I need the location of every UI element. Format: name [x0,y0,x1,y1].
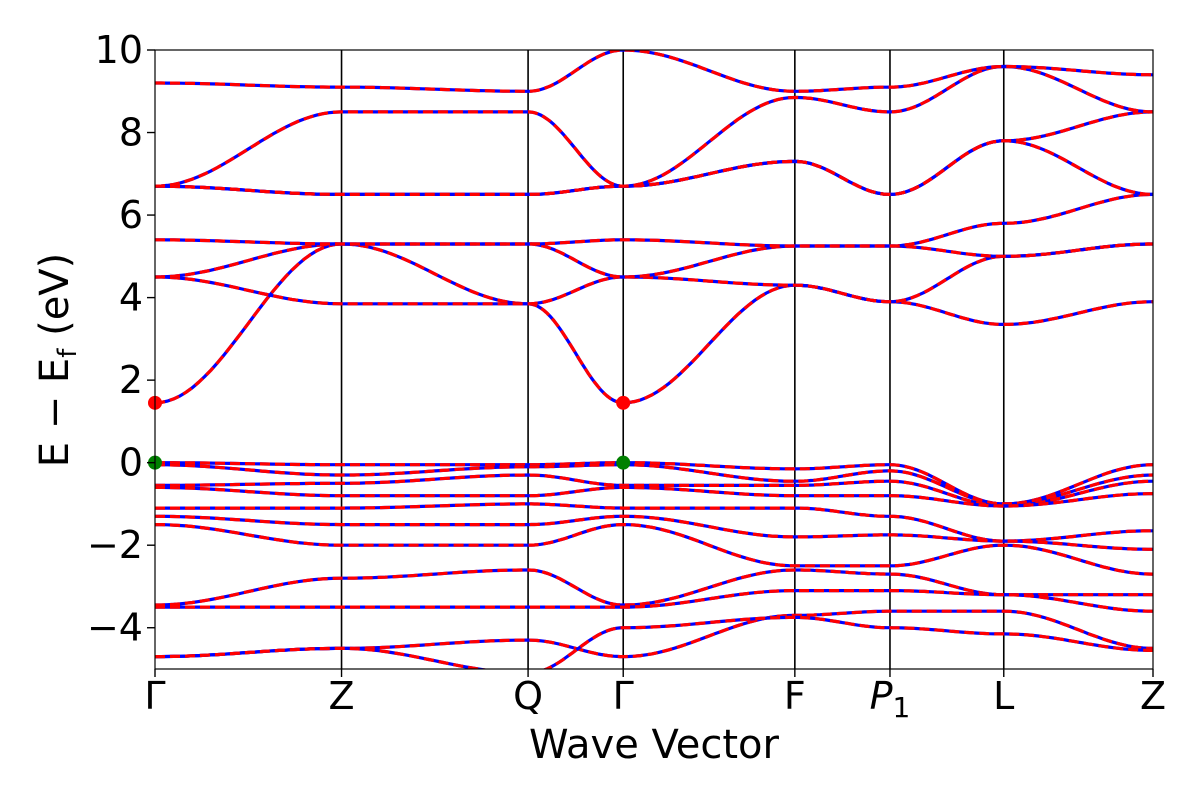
y-tick-label: 10 [95,28,143,72]
band-line-wannier [155,242,1153,405]
band-line-wannier [155,609,1153,659]
y-tick-label: −4 [87,606,143,650]
y-axis-title: E − Ef (eV) [32,253,83,468]
x-tick-label: F [784,674,806,718]
band-line-wannier [155,64,1153,188]
y-tick-label: −2 [87,523,143,567]
band-line-wannier [155,485,1153,508]
band-line-wannier [155,615,1153,669]
y-tick-label: 2 [119,358,143,402]
x-axis-title: Wave Vector [529,722,780,768]
x-tick-label: L [993,674,1014,718]
y-axis-title-unit: (eV) [32,253,78,349]
extrema-markers [148,395,631,470]
x-tick-label: Z [1140,674,1166,718]
y-tick-label: 4 [119,276,143,320]
cbm-marker [616,395,631,410]
band-line-wannier [155,461,1153,506]
band-line-wannier [155,589,1153,613]
band-line-wannier [155,514,1153,551]
x-tick-label: Γ [144,674,165,718]
plot-background [155,50,1153,669]
y-axis: −4 −2 0 2 4 6 8 10 [87,28,155,650]
y-tick-label: 6 [119,193,143,237]
x-tick-label: P1 [870,674,911,724]
band-line-wannier [155,463,1153,506]
band-line-wannier [155,192,1153,248]
band-line-wannier [155,242,1153,279]
y-tick-label: 0 [119,441,143,485]
bands [155,50,1153,669]
plot-frame [154,49,1154,670]
y-tick-label: 8 [119,111,143,155]
high-symmetry-lines [340,50,1005,669]
band-line-wannier [155,50,1153,93]
x-tick-label: Z [329,674,355,718]
band-line-wannier [155,523,1153,576]
x-axis: Γ Z Q Γ F P1 L Z [144,669,1166,724]
y-axis-title-sub: f [53,348,83,358]
band-line-wannier [155,110,1153,197]
vbm-marker [616,455,631,470]
x-tick-label: Q [513,674,543,718]
x-tick-label: Γ [613,674,634,718]
band-line-wannier [155,242,1153,306]
y-axis-title-main: E − E [32,358,78,468]
